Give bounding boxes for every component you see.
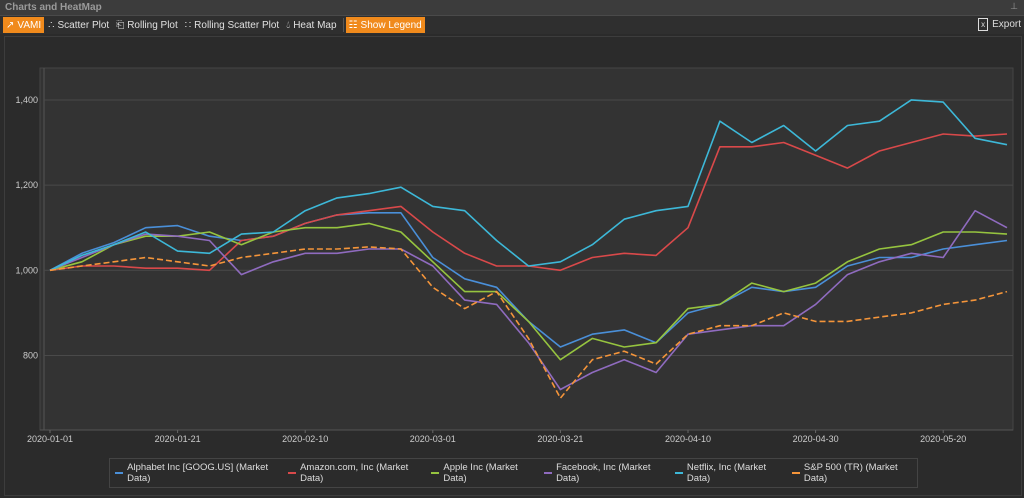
- series-line-netflix: [49, 99, 1008, 272]
- window-title: Charts and HeatMap: [5, 2, 102, 13]
- scatter-plot-label: Scatter Plot: [57, 19, 110, 31]
- series-line-sp500: [49, 246, 1008, 399]
- legend-item[interactable]: Netflix, Inc (Market Data): [674, 462, 782, 484]
- excel-icon: x: [978, 18, 989, 31]
- chart-frame: [4, 36, 1022, 496]
- line-chart-icon: ↗: [6, 19, 15, 31]
- x-tick-label: 2020-03-21: [537, 434, 583, 444]
- rolling-scatter-plot-button[interactable]: ∷ Rolling Scatter Plot: [182, 17, 282, 33]
- vami-button[interactable]: ↗ VAMI: [3, 17, 45, 33]
- legend-label: S&P 500 (TR) (Market Data): [803, 462, 898, 484]
- legend-label: Amazon.com, Inc (Market Data): [300, 462, 409, 484]
- y-tick-label: 1,200: [15, 180, 38, 190]
- legend-item[interactable]: Apple Inc (Market Data): [431, 462, 534, 484]
- legend-swatch: [674, 472, 683, 474]
- show-legend-label: Show Legend: [360, 19, 422, 31]
- toolbar-divider: [342, 18, 344, 32]
- window-titlebar: Charts and HeatMap ⊥: [0, 0, 1024, 16]
- legend-item[interactable]: Amazon.com, Inc (Market Data): [287, 462, 421, 484]
- toolbar: ↗ VAMI ∴ Scatter Plot ⎗ Rolling Plot ∷ Rolli…: [0, 16, 1024, 34]
- scroll-icon: ⎗: [116, 19, 125, 31]
- y-tick-label: 1,000: [15, 265, 38, 275]
- drop-icon: 💧︎: [286, 19, 291, 31]
- series-line-facebook: [49, 209, 1008, 391]
- legend-swatch: [287, 472, 297, 474]
- x-tick-label: 2020-01-01: [27, 434, 73, 444]
- x-tick-label: 2020-05-20: [920, 434, 966, 444]
- rolling-scatter-icon: ∷: [184, 19, 192, 31]
- legend-swatch: [543, 472, 553, 474]
- export-button[interactable]: x Export: [978, 18, 1021, 31]
- legend-swatch: [115, 472, 124, 474]
- y-tick-label: 800: [23, 350, 38, 360]
- show-legend-button[interactable]: ☷ Show Legend: [345, 17, 425, 33]
- rolling-plot-label: Rolling Plot: [127, 19, 178, 31]
- legend-item[interactable]: Alphabet Inc [GOOG.US] (Market Data): [115, 462, 278, 484]
- scatter-plot-button[interactable]: ∴ Scatter Plot: [45, 17, 112, 33]
- x-tick-label: 2020-02-10: [282, 434, 328, 444]
- legend-item[interactable]: S&P 500 (TR) (Market Data): [791, 462, 912, 484]
- legend-label: Alphabet Inc [GOOG.US] (Market Data): [127, 462, 269, 484]
- y-tick-label: 1,400: [15, 95, 38, 105]
- rolling-scatter-plot-label: Rolling Scatter Plot: [194, 19, 280, 31]
- plot-area: [39, 67, 1014, 431]
- export-label: Export: [992, 19, 1021, 30]
- x-tick-label: 2020-04-30: [793, 434, 839, 444]
- x-tick-label: 2020-01-21: [155, 434, 201, 444]
- chart-legend: Alphabet Inc [GOOG.US] (Market Data) Amaz…: [109, 458, 918, 488]
- x-tick-label: 2020-04-10: [665, 434, 711, 444]
- legend-swatch: [431, 472, 440, 474]
- vami-label: VAMI: [17, 19, 42, 31]
- legend-label: Facebook, Inc (Market Data): [556, 462, 651, 484]
- legend-item[interactable]: Facebook, Inc (Market Data): [543, 462, 665, 484]
- legend-swatch: [791, 472, 800, 474]
- series-line-apple: [49, 222, 1008, 361]
- legend-label: Netflix, Inc (Market Data): [686, 462, 767, 484]
- legend-label: Apple Inc (Market Data): [443, 462, 518, 484]
- scatter-icon: ∴: [48, 19, 55, 31]
- heat-map-button[interactable]: 💧︎ Heat Map: [283, 17, 339, 33]
- x-tick-label: 2020-03-01: [410, 434, 456, 444]
- heat-map-label: Heat Map: [293, 19, 337, 31]
- rolling-plot-button[interactable]: ⎗ Rolling Plot: [113, 17, 181, 33]
- pin-icon[interactable]: ⊥: [1010, 1, 1018, 11]
- legend-icon: ☷: [348, 19, 358, 31]
